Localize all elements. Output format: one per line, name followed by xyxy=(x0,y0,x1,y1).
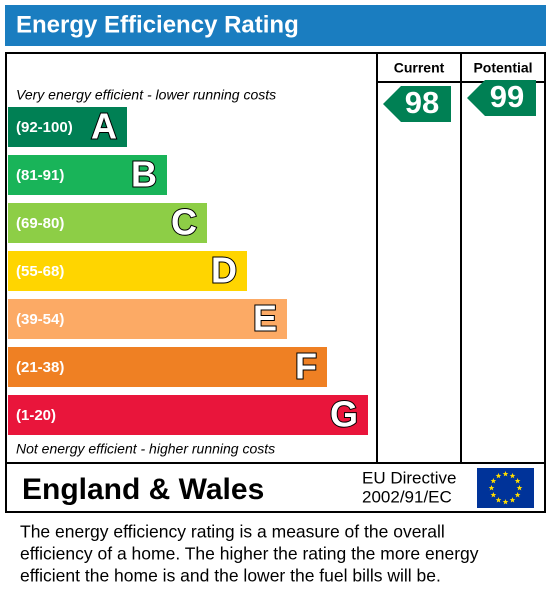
band-bar xyxy=(8,107,127,147)
eu-star xyxy=(495,497,502,503)
band-bar xyxy=(8,251,247,291)
eu-star xyxy=(509,497,516,503)
potential-rating: 99 xyxy=(490,79,524,114)
band-letter: F xyxy=(295,346,317,387)
column-header: Current xyxy=(394,60,445,76)
band-range: (39-54) xyxy=(16,311,64,328)
eu-star xyxy=(488,485,495,491)
description: efficient the home is and the lower the … xyxy=(20,566,441,586)
band-bar xyxy=(8,155,167,195)
frame xyxy=(5,52,546,513)
title-bar xyxy=(5,5,546,46)
band-range: (81-91) xyxy=(16,167,64,184)
bottom-label: Not energy efficient - higher running co… xyxy=(16,441,275,457)
band-letter: C xyxy=(171,202,197,243)
eu-star xyxy=(495,472,502,479)
band-bar xyxy=(8,299,287,339)
eu-stars xyxy=(488,471,523,505)
band-range: (55-68) xyxy=(16,263,64,280)
current-rating: 98 xyxy=(405,85,439,120)
directive: 2002/91/EC xyxy=(362,487,452,506)
description: efficiency of a home. The higher the rat… xyxy=(20,544,479,564)
eu-star xyxy=(490,478,497,484)
eu-star xyxy=(502,499,509,505)
band-range: (69-80) xyxy=(16,215,64,232)
band-letter: A xyxy=(91,106,117,147)
band-bar xyxy=(8,203,207,243)
eu-star xyxy=(490,492,497,498)
band-range: (1-20) xyxy=(16,407,56,424)
description: The energy efficiency rating is a measur… xyxy=(20,522,445,542)
potential-arrow xyxy=(467,80,536,116)
title: Energy Efficiency Rating xyxy=(16,11,299,38)
band-range: (21-38) xyxy=(16,359,64,376)
band-letter: D xyxy=(211,250,237,291)
band-bar xyxy=(8,395,368,435)
band-bar xyxy=(8,347,327,387)
directive: EU Directive xyxy=(362,468,456,487)
eu-star xyxy=(514,478,521,484)
region: England & Wales xyxy=(22,473,264,506)
eu-star xyxy=(516,485,523,491)
column-header: Potential xyxy=(473,60,532,76)
current-arrow xyxy=(383,86,451,122)
eu-star xyxy=(514,492,521,498)
band-letter: G xyxy=(330,394,358,435)
bands: (92-100) A (81-91) B (69-80) C (55-68) D (39-54)… xyxy=(8,105,368,436)
eu-star xyxy=(502,471,509,477)
top-label: Very energy efficient - lower running co… xyxy=(16,87,276,103)
band-letter: E xyxy=(253,298,277,339)
band-letter: B xyxy=(131,154,157,195)
eu-star xyxy=(509,472,516,479)
band-range: (92-100) xyxy=(16,119,73,136)
